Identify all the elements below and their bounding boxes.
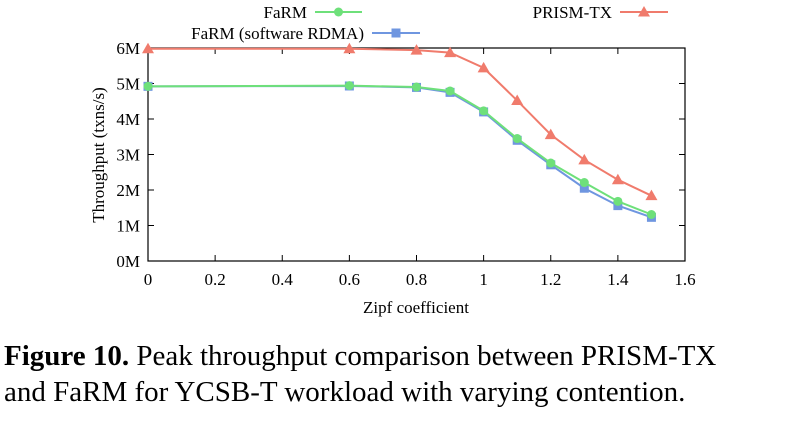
legend-label: PRISM-TX	[533, 3, 612, 22]
throughput-chart: 0 0.2 0.4 0.6 0.8 1 1.2 1.4 1.6 0M 1M 2M 3M 4M 5M 6M Zi…	[89, 3, 696, 317]
figure-caption: Figure 10. Peak throughput comparison be…	[4, 338, 808, 410]
x-tick-label: 0.8	[406, 270, 427, 289]
plot-frame	[147, 47, 686, 262]
legend-marker	[334, 7, 343, 17]
data-point	[445, 86, 455, 96]
data-point	[512, 134, 522, 144]
series-line	[148, 47, 652, 197]
series-1	[143, 81, 656, 222]
data-point	[477, 61, 490, 73]
data-point	[646, 209, 656, 219]
data-point	[579, 178, 589, 188]
legend-entry: FaRM	[264, 3, 362, 22]
data-point	[142, 42, 154, 54]
series-line	[147, 84, 652, 219]
y-tick-label: 2M	[116, 181, 140, 200]
x-tick-label: 1.2	[540, 270, 561, 289]
x-tick-label: 1.6	[674, 270, 695, 289]
data-point	[343, 42, 356, 54]
legend-entry: FaRM (software RDMA)	[191, 24, 420, 43]
legend-entry: PRISM-TX	[533, 3, 668, 22]
y-tick-label: 4M	[116, 110, 140, 129]
data-point	[578, 153, 591, 165]
data-point	[412, 82, 421, 92]
data-point	[579, 183, 589, 193]
series-0	[143, 81, 656, 219]
caption-line-1: Peak throughput comparison between PRISM…	[136, 340, 717, 372]
y-tick-label: 5M	[116, 75, 140, 94]
legend-label: FaRM (software RDMA)	[191, 24, 364, 43]
x-axis-label: Zipf coefficient	[363, 298, 469, 317]
x-tick-label: 0.4	[272, 270, 294, 289]
data-point	[143, 81, 153, 91]
x-tick-label: 1	[479, 270, 488, 289]
data-point	[511, 94, 524, 106]
y-axis-label: Throughput (txns/s)	[89, 87, 108, 223]
y-tick-label: 3M	[116, 146, 140, 165]
data-point	[645, 189, 658, 201]
caption-line-2: and FaRM for YCSB-T workload with varyin…	[4, 376, 686, 408]
data-point	[546, 158, 556, 168]
y-tick-label: 6M	[116, 39, 140, 58]
legend: FaRM FaRM (software RDMA) PRISM-TX	[191, 3, 668, 43]
series-line	[147, 84, 652, 216]
series-2	[142, 42, 658, 201]
y-tick-label: 0M	[116, 252, 140, 271]
x-tick-label: 1.4	[607, 270, 629, 289]
caption-label: Figure 10.	[4, 340, 130, 372]
x-tick-label: 0.2	[205, 270, 226, 289]
x-tick-label: 0	[144, 270, 153, 289]
legend-marker	[391, 28, 401, 38]
legend-label: FaRM	[264, 3, 307, 22]
legend-marker	[638, 6, 650, 17]
data-point	[611, 173, 624, 185]
y-tick-label: 1M	[116, 217, 140, 236]
data-point	[479, 106, 489, 116]
data-point	[613, 196, 623, 206]
data-point	[344, 81, 354, 91]
data-point	[544, 128, 557, 140]
data-point	[444, 46, 457, 58]
data-point	[410, 44, 423, 55]
x-tick-label: 0.6	[339, 270, 360, 289]
